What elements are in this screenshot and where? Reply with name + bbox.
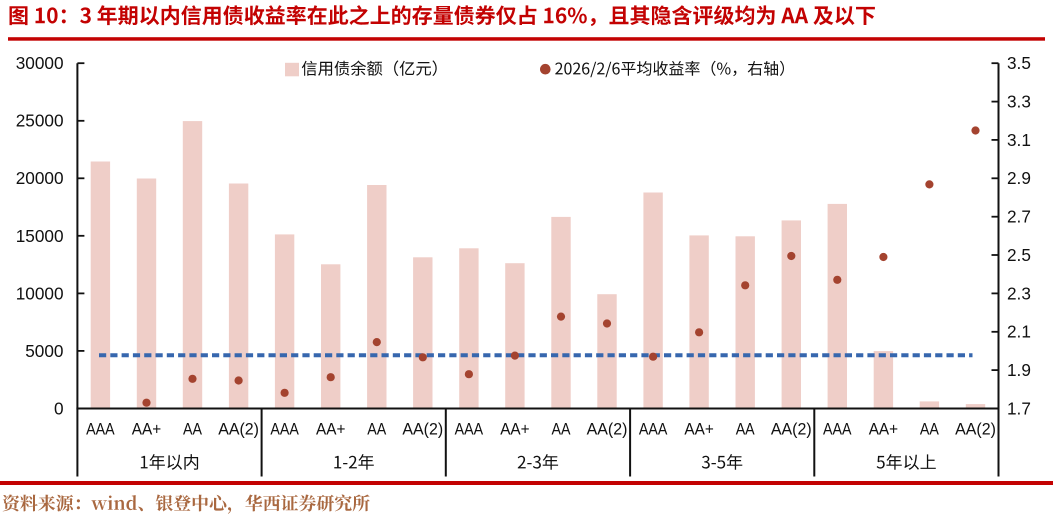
svg-text:AAA: AAA: [455, 420, 484, 439]
svg-text:AA(2): AA(2): [402, 420, 443, 439]
svg-text:AA+: AA+: [684, 420, 713, 439]
svg-text:AA: AA: [552, 420, 572, 439]
svg-text:AAA: AAA: [270, 420, 299, 439]
svg-text:AAA: AAA: [639, 420, 668, 439]
svg-text:AA: AA: [920, 420, 940, 439]
svg-text:2.3: 2.3: [1007, 283, 1031, 303]
svg-text:5000: 5000: [25, 341, 63, 361]
svg-text:1.7: 1.7: [1007, 398, 1031, 418]
svg-text:30000: 30000: [16, 53, 64, 73]
svg-text:AA+: AA+: [500, 420, 529, 439]
svg-text:AA+: AA+: [869, 420, 898, 439]
svg-text:AA+: AA+: [316, 420, 345, 439]
svg-text:3.5: 3.5: [1007, 53, 1031, 73]
svg-text:3.3: 3.3: [1007, 92, 1031, 112]
svg-text:AA(2): AA(2): [587, 420, 628, 439]
svg-text:AA: AA: [367, 420, 387, 439]
svg-text:2.1: 2.1: [1007, 322, 1031, 342]
svg-text:AA: AA: [183, 420, 203, 439]
svg-text:1.9: 1.9: [1007, 360, 1031, 380]
svg-text:AA(2): AA(2): [955, 420, 996, 439]
svg-text:AAA: AAA: [823, 420, 852, 439]
svg-text:25000: 25000: [16, 111, 64, 131]
svg-text:2.7: 2.7: [1007, 207, 1031, 227]
svg-text:3.1: 3.1: [1007, 130, 1031, 150]
svg-text:10000: 10000: [16, 283, 64, 303]
svg-text:15000: 15000: [16, 226, 64, 246]
svg-text:2.9: 2.9: [1007, 168, 1031, 188]
svg-text:AA: AA: [736, 420, 756, 439]
svg-text:AA(2): AA(2): [218, 420, 259, 439]
svg-text:AA+: AA+: [132, 420, 161, 439]
svg-text:0: 0: [54, 398, 64, 418]
svg-text:2.5: 2.5: [1007, 245, 1031, 265]
svg-text:AAA: AAA: [86, 420, 115, 439]
svg-text:AA(2): AA(2): [771, 420, 812, 439]
svg-text:20000: 20000: [16, 168, 64, 188]
